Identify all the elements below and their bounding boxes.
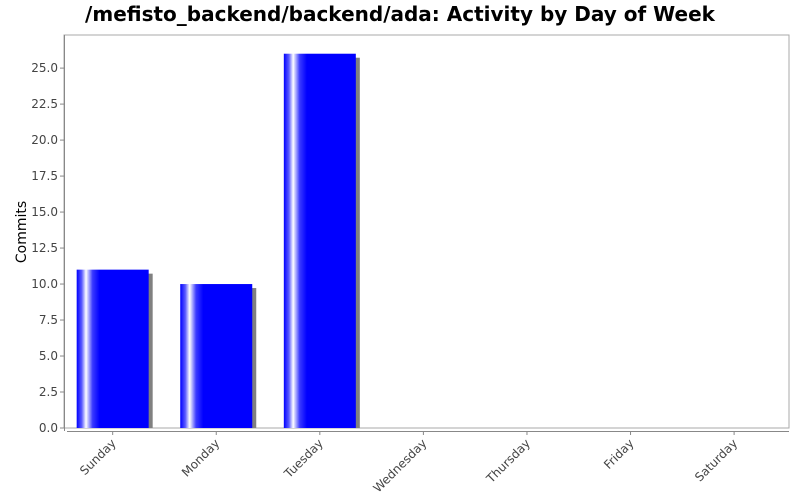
- y-tick-label: 10.0: [31, 277, 58, 291]
- x-tick-label: Friday: [601, 436, 637, 472]
- y-tick-label: 15.0: [31, 205, 58, 219]
- x-tick-label: Monday: [179, 436, 222, 479]
- y-tick-label: 25.0: [31, 61, 58, 75]
- y-tick-label: 22.5: [31, 97, 58, 111]
- y-tick-label: 0.0: [39, 421, 58, 435]
- bar-tuesday: [283, 53, 356, 428]
- bar-sunday: [76, 269, 149, 428]
- y-axis: 0.0 2.5 5.0 7.5 10.0 12.5 15.0 17.5 20.0 22.5 25.0: [31, 61, 64, 435]
- x-axis: Sunday Monday Tuesday Wednesday Thursday Frid…: [77, 431, 740, 495]
- y-tick-label: 7.5: [39, 313, 58, 327]
- x-tick-label: Saturday: [692, 436, 740, 484]
- plot-border: [63, 34, 790, 429]
- bar-monday: [180, 284, 253, 428]
- bars: [76, 53, 360, 428]
- plot-area: [63, 34, 790, 432]
- y-tick-label: 5.0: [39, 349, 58, 363]
- y-tick-label: 20.0: [31, 133, 58, 147]
- y-axis-label: Commits: [14, 201, 30, 263]
- chart-title: /mefisto_backend/backend/ada: Activity b…: [85, 2, 715, 26]
- x-tick-label: Wednesday: [370, 436, 429, 495]
- y-tick-label: 2.5: [39, 385, 58, 399]
- y-tick-label: 12.5: [31, 241, 58, 255]
- y-tick-label: 17.5: [31, 169, 58, 183]
- x-tick-label: Tuesday: [281, 436, 326, 481]
- x-tick-label: Thursday: [483, 436, 533, 486]
- x-tick-label: Sunday: [77, 436, 119, 478]
